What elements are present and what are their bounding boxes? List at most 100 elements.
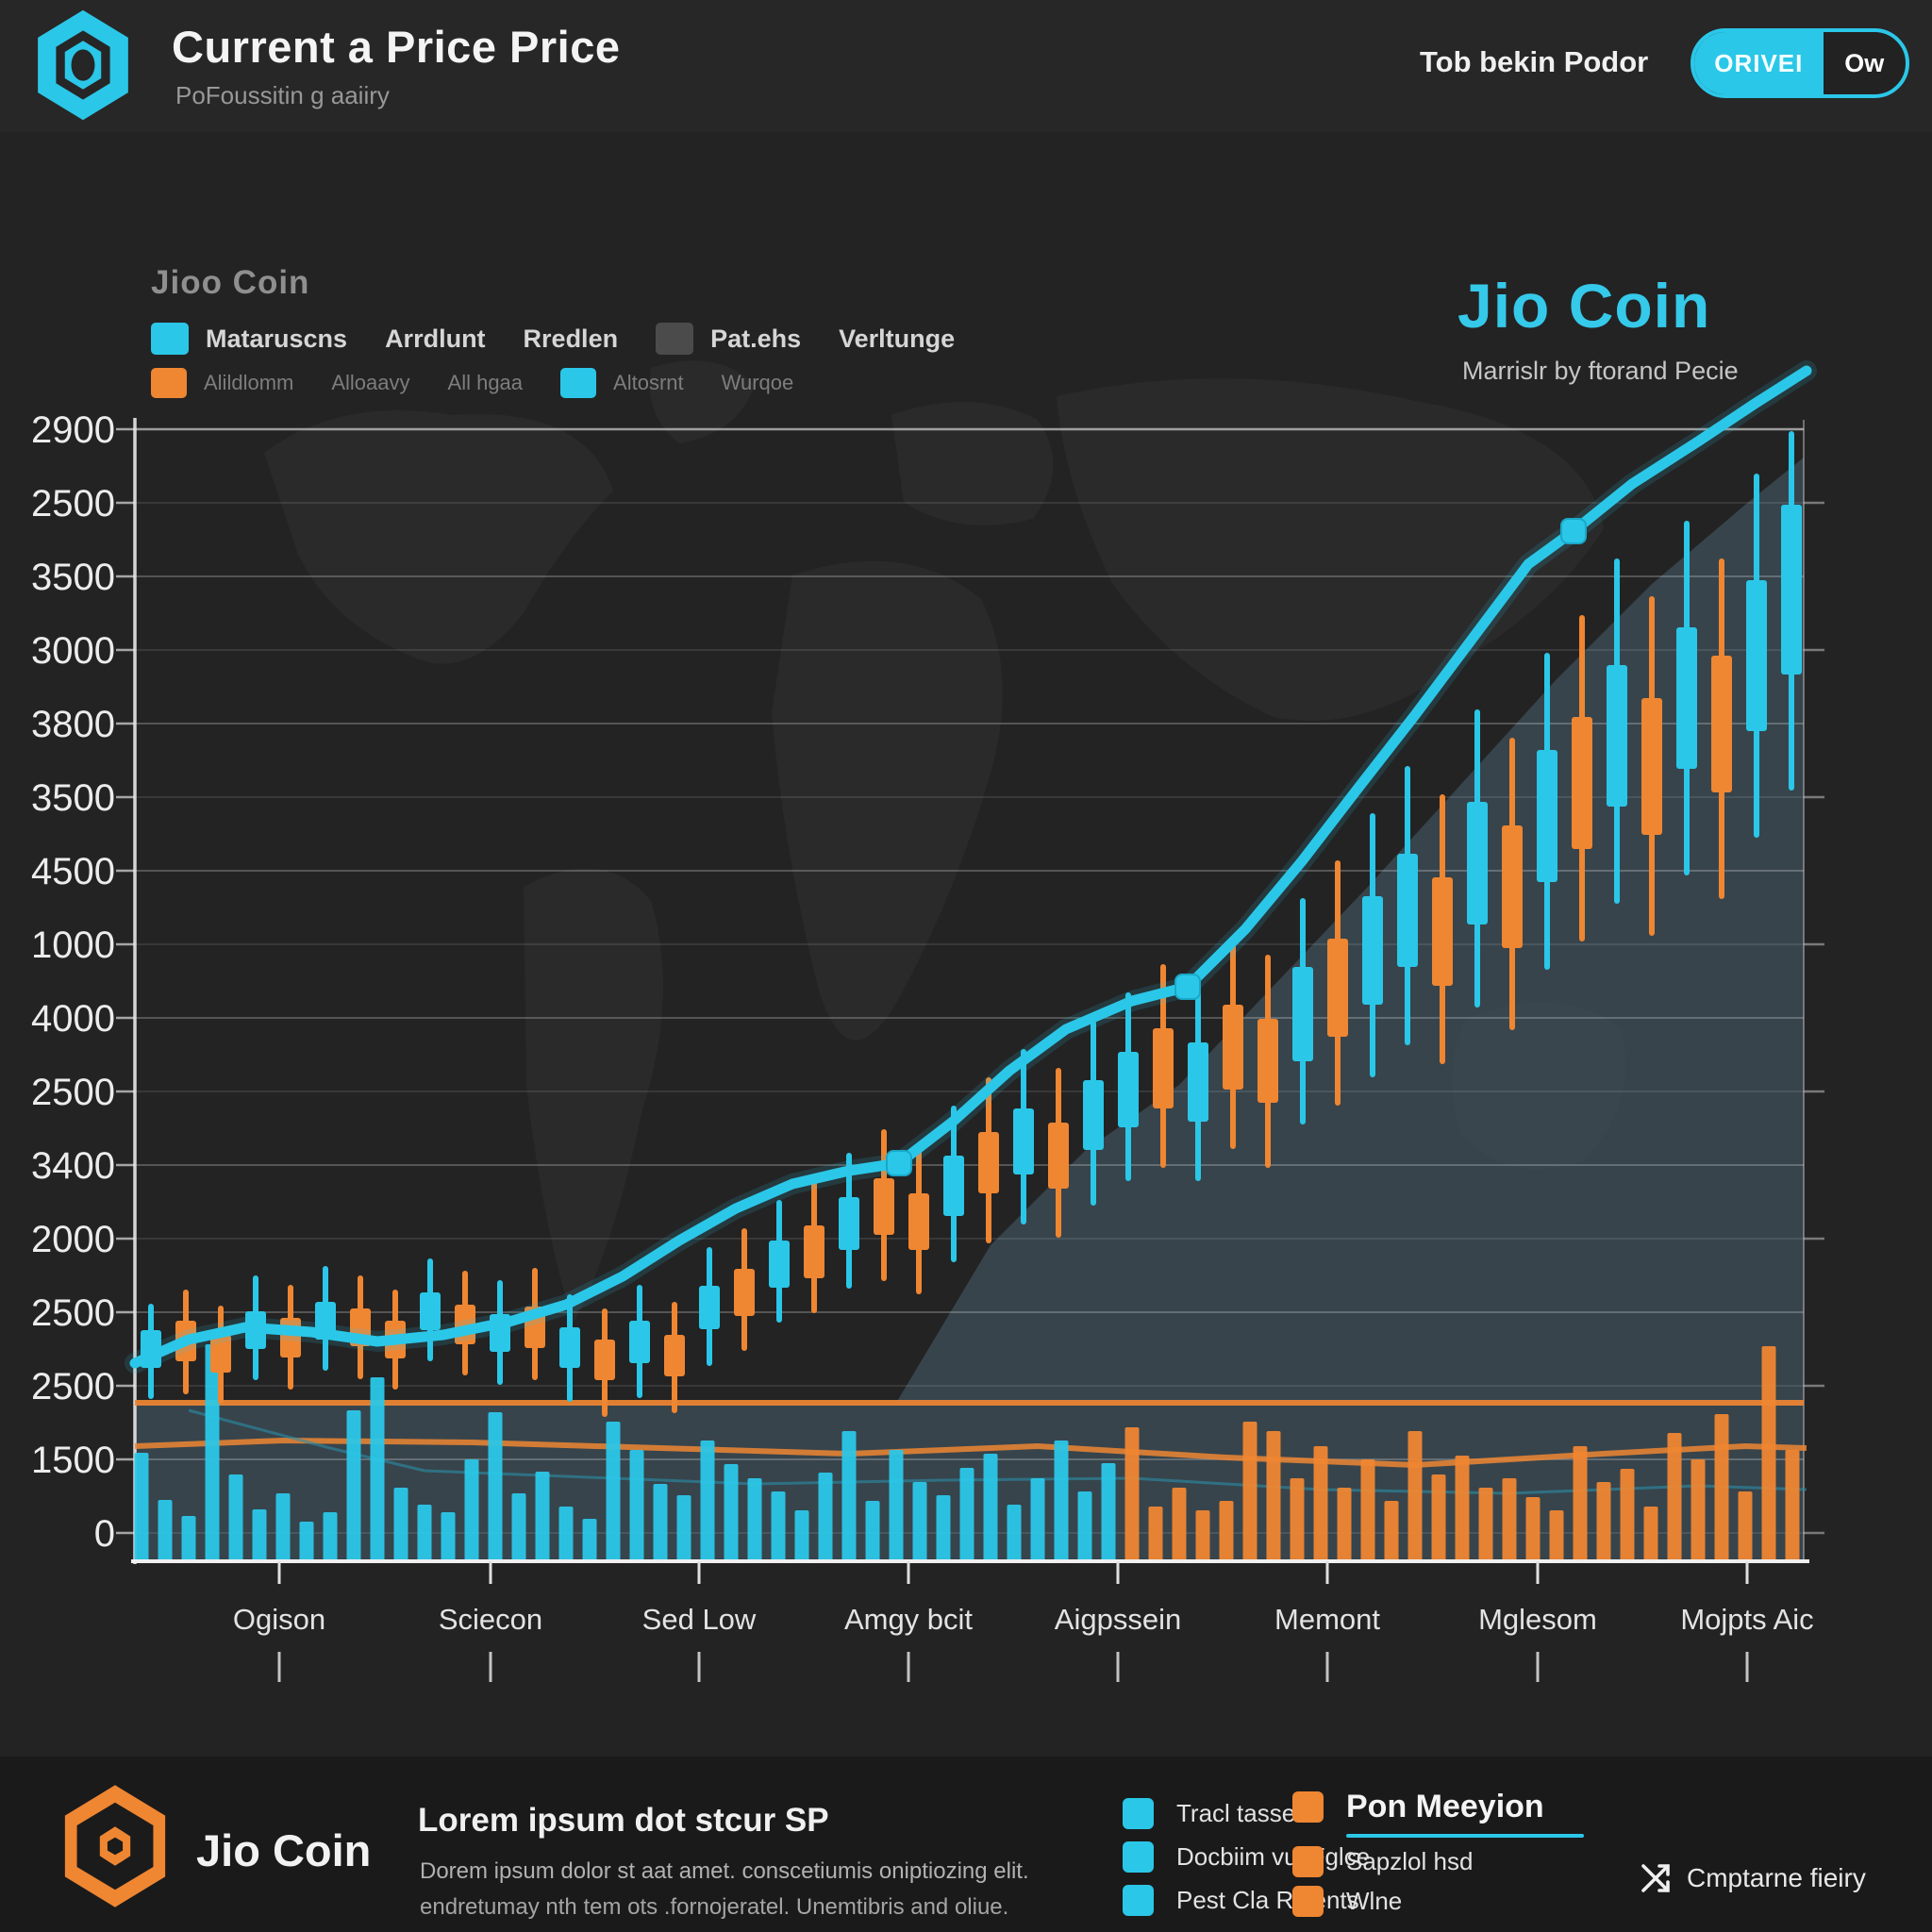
y-axis-label: 2500: [31, 1292, 115, 1334]
candle-body: [1223, 1005, 1243, 1090]
volume-bar: [1785, 1450, 1800, 1561]
x-axis-label: Mglesom: [1478, 1603, 1597, 1636]
volume-bar: [1690, 1459, 1706, 1561]
x-axis-label: Sciecon: [439, 1603, 542, 1636]
footer-legend-item: Tracl tasse: [1123, 1798, 1370, 1829]
world-map-background: [649, 360, 755, 443]
world-map-background: [772, 560, 1003, 1041]
volume-bar: [653, 1484, 668, 1561]
volume-bar: [1077, 1491, 1092, 1561]
volume-bar: [1148, 1507, 1163, 1561]
candle-body: [1362, 896, 1383, 1005]
chart-legend-row2: Alildlomm Alloaavy All hgaa Altosrnt Wurqoe: [151, 368, 793, 398]
legend-label: Wurqoe: [721, 371, 794, 394]
legend-item: Alildlomm: [151, 368, 293, 398]
footer-legend-item: Pon Meeyion: [1292, 1789, 1584, 1825]
volume-bar: [1738, 1491, 1753, 1561]
footer-body-line2: endretumay nth tem ots .fornojeratel. Un…: [420, 1894, 1009, 1920]
volume-bar: [912, 1482, 927, 1561]
legend-item: Pat.ehs: [656, 323, 801, 355]
legend-item: All hgaa: [448, 371, 524, 395]
legend-swatch-icon: [1292, 1846, 1324, 1877]
y-axis-label: 1500: [31, 1440, 115, 1481]
candle-body: [734, 1269, 755, 1316]
legend-swatch-icon: [1123, 1798, 1154, 1829]
footer-legend-item: Pest Cla Rdlents: [1123, 1885, 1370, 1916]
footer-legend-label: Pon Meeyion: [1346, 1789, 1544, 1824]
legend-swatch-icon: [151, 323, 189, 355]
legend-item: Mataruscns: [151, 323, 347, 355]
candle-body: [1467, 802, 1488, 924]
legend-item: Rredlen: [524, 325, 619, 354]
volume-bar: [1431, 1474, 1446, 1561]
cta-button[interactable]: ORIVEI Ow: [1690, 28, 1909, 98]
footer-legend-orange: Pon Meeyion Sapzlol hsd Wlne: [1292, 1789, 1584, 1917]
y-axis-label: 2500: [31, 1072, 115, 1113]
cta-button-active-segment[interactable]: ORIVEI: [1694, 32, 1824, 94]
volume-bar: [1643, 1507, 1658, 1561]
volume-bar: [1030, 1478, 1045, 1561]
volume-bar: [417, 1505, 432, 1561]
volume-bar: [606, 1422, 621, 1561]
volume-bar: [818, 1473, 833, 1561]
candle-body: [1188, 1042, 1208, 1122]
cta-button-inactive-segment[interactable]: Ow: [1844, 48, 1885, 77]
volume-bar: [558, 1507, 574, 1561]
volume-bar: [464, 1459, 479, 1561]
y-axis-label: 3800: [31, 704, 115, 745]
candle-body: [1013, 1108, 1034, 1174]
candle-body: [664, 1335, 685, 1376]
y-axis-label: 2900: [31, 409, 115, 451]
candle-body: [943, 1156, 964, 1216]
footer-meta: Cmptarne fieiry: [1640, 1862, 1866, 1894]
chart-watermark-title: Jioo Coin: [151, 264, 310, 301]
volume-bar: [1549, 1510, 1564, 1561]
legend-label: Rredlen: [523, 324, 619, 353]
volume-bar: [1620, 1469, 1635, 1561]
price-line: [129, 365, 1812, 1369]
legend-item: Arrdlunt: [385, 325, 485, 354]
candle-body: [1572, 717, 1592, 849]
legend-swatch-icon: [1292, 1886, 1324, 1917]
candle-body: [1397, 854, 1418, 967]
legend-swatch-icon: [656, 323, 694, 355]
candle-body: [1607, 665, 1627, 807]
volume-ma-line: [134, 1438, 1807, 1468]
x-axis-label: Amgy bcit: [844, 1603, 973, 1636]
legend-label: Verltunge: [839, 324, 956, 353]
world-map-background: [891, 402, 1054, 525]
brand-hexagon-icon: [38, 9, 128, 121]
footer-meta-label: Cmptarne fieiry: [1687, 1863, 1866, 1892]
volume-bar: [1596, 1482, 1611, 1561]
volume-bar: [1761, 1346, 1776, 1561]
y-axis-label: 4500: [31, 851, 115, 892]
candle-body: [559, 1327, 580, 1368]
candle-body: [1048, 1123, 1069, 1189]
coin-title: Jio Coin: [1457, 271, 1711, 341]
footer-legend-item: Sapzlol hsd: [1292, 1846, 1584, 1877]
y-axis-label: 4000: [31, 998, 115, 1040]
volume-bar: [1007, 1505, 1022, 1561]
volume-bar: [370, 1377, 385, 1561]
legend-label: Arrdlunt: [385, 324, 486, 353]
legend-label: Altosrnt: [613, 371, 684, 394]
page-title: Current a Price Price: [172, 22, 621, 72]
candle-body: [804, 1225, 824, 1278]
volume-bar: [346, 1410, 361, 1561]
price-area-fill: [135, 458, 1804, 1561]
volume-bar: [228, 1474, 243, 1561]
footer-legend-label: Tracl tasse: [1176, 1799, 1296, 1827]
footer-legend-label: Docbiim vul Fglce: [1176, 1842, 1371, 1871]
legend-underline: [1346, 1834, 1584, 1838]
footer-hexagon-icon: [64, 1785, 166, 1907]
y-axis-label: 2500: [31, 483, 115, 525]
y-axis-label: 3400: [31, 1145, 115, 1187]
world-map-background: [524, 868, 663, 1323]
volume-bar: [393, 1488, 408, 1561]
y-axis-label: 3500: [31, 777, 115, 819]
slow-ma-line: [188, 1408, 1807, 1495]
legend-swatch-icon: [1292, 1791, 1324, 1823]
volume-bar: [1124, 1427, 1140, 1561]
candle-body: [1711, 656, 1732, 792]
footer-legend-item: Wlne: [1292, 1886, 1584, 1917]
